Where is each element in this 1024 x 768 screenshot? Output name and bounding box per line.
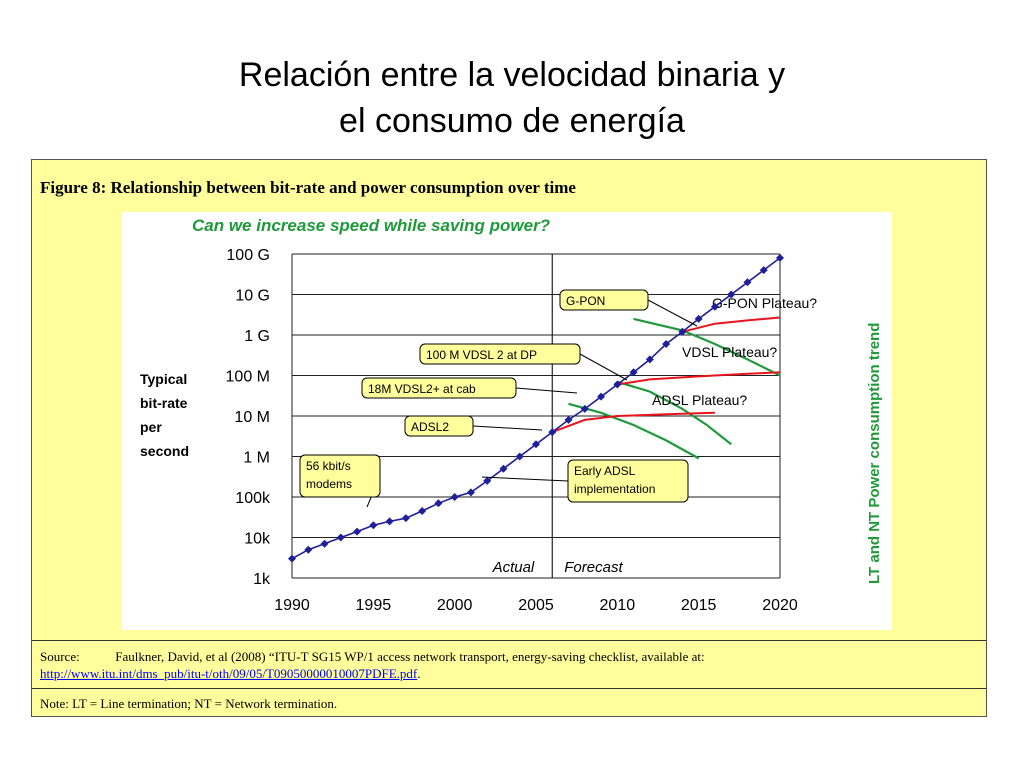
bitrate-point [418, 507, 427, 516]
source-divider [32, 640, 986, 641]
bitrate-point [401, 514, 410, 523]
source-citation: Source: Faulkner, David, et al (2008) “I… [40, 648, 970, 682]
slide-title: Relación entre la velocidad binaria y el… [0, 52, 1024, 144]
y-tick-label: 100k [235, 490, 271, 507]
bitrate-point [678, 327, 687, 336]
callout-label: 18M VDSL2+ at cab [368, 382, 476, 396]
source-label: Source: [40, 649, 80, 664]
bitrate-point [353, 527, 362, 536]
callout-label: modems [306, 477, 352, 491]
y-axis-label-line: bit-rate [140, 395, 188, 411]
source-end: . [417, 666, 421, 681]
bitrate-point [710, 302, 719, 311]
bitrate-point [613, 380, 622, 389]
x-tick-label: 2020 [762, 597, 798, 614]
x-tick-label: 2010 [600, 597, 636, 614]
plateau-label: VDSL Plateau? [682, 344, 777, 360]
chart-panel: Can we increase speed while saving power… [122, 212, 892, 630]
slide-title-line-2: el consumo de energía [339, 102, 685, 140]
power-curve [633, 317, 781, 377]
y-tick-label: 1 M [243, 450, 270, 467]
bitrate-point [759, 266, 768, 275]
power-trend-label: LT and NT Power consumption trend [866, 323, 883, 584]
bitrate-point [743, 278, 752, 287]
plateau-label: ADSL Plateau? [652, 392, 747, 408]
bitrate-point [515, 452, 524, 461]
callout-label: implementation [574, 482, 655, 496]
power-curve [568, 402, 700, 460]
bitrate-point [629, 368, 638, 377]
callout-label: 100 M VDSL 2 at DP [426, 348, 537, 362]
y-tick-label: 10 G [235, 288, 270, 305]
y-axis-label-line: per [140, 419, 162, 435]
plateau-curve [551, 411, 715, 434]
callout-box [559, 289, 649, 311]
bitrate-point [548, 428, 557, 437]
bitrate-point [727, 290, 736, 299]
figure-caption: Figure 8: Relationship between bit-rate … [40, 178, 576, 197]
source-link[interactable]: http://www.itu.int/dms_pub/itu-t/oth/09/… [40, 666, 418, 681]
callout-box [419, 343, 581, 365]
bitrate-point [499, 464, 508, 473]
plateau-curve [682, 316, 781, 333]
callout-leader [472, 425, 543, 431]
x-tick-label: 2000 [437, 597, 473, 614]
note-divider [32, 688, 986, 689]
bitrate-point [369, 521, 378, 530]
bitrate-point [645, 355, 654, 364]
callout-label: ADSL2 [411, 420, 449, 434]
power-curve [616, 380, 732, 446]
bitrate-point [466, 488, 475, 497]
callout-label: Early ADSL [574, 464, 636, 478]
callout-label: G-PON [566, 294, 605, 308]
bitrate-point [336, 533, 345, 542]
chart-title: Can we increase speed while saving power… [192, 216, 551, 235]
callout-leader [481, 476, 569, 482]
y-axis-label-line: second [140, 443, 189, 459]
bitrate-point [450, 493, 459, 501]
bitrate-point [385, 517, 394, 526]
bitrate-point [580, 404, 589, 413]
plateau-label: G-PON Plateau? [712, 295, 817, 311]
x-tick-label: 1995 [356, 597, 392, 614]
callout-label: 56 kbit/s [306, 459, 351, 473]
bitrate-point [288, 554, 296, 563]
y-axis-label-line: Typical [140, 371, 187, 387]
x-tick-label: 2015 [681, 597, 717, 614]
callout-leader [515, 387, 578, 394]
y-tick-label: 10 M [234, 409, 270, 426]
callout-box [361, 377, 517, 399]
y-tick-label: 1 G [244, 328, 270, 345]
region-label-forecast: Forecast [564, 559, 623, 576]
callout-leader [647, 299, 698, 327]
slide-title-line-1: Relación entre la velocidad binaria y [238, 56, 786, 94]
y-tick-label: 100 M [226, 369, 270, 386]
bitrate-point [320, 539, 329, 548]
y-tick-label: 1k [253, 571, 271, 588]
bitrate-point [483, 476, 492, 485]
bitrate-point [694, 314, 703, 323]
y-tick-label: 10k [244, 531, 271, 548]
bitrate-point [304, 545, 313, 554]
y-tick-label: 100 G [226, 247, 270, 264]
bitrate-point [532, 440, 540, 449]
bitrate-chart: Can we increase speed while saving power… [140, 216, 883, 614]
plateau-curve [617, 371, 781, 386]
bitrate-point [434, 499, 443, 508]
callout-box [567, 459, 689, 503]
callout-box [299, 454, 381, 498]
callout-leader [579, 353, 628, 381]
region-label-actual: Actual [492, 559, 535, 576]
figure-box: Figure 8: Relationship between bit-rate … [31, 159, 987, 717]
bitrate-trend-line [291, 257, 781, 560]
callout-box [404, 415, 474, 437]
bitrate-point [564, 415, 573, 424]
x-tick-label: 2005 [518, 597, 554, 614]
bitrate-point [662, 339, 671, 348]
source-text: Faulkner, David, et al (2008) “ITU-T SG1… [115, 649, 705, 664]
x-tick-label: 1990 [274, 597, 310, 614]
figure-note: Note: LT = Line termination; NT = Networ… [40, 696, 338, 711]
bitrate-point [597, 392, 606, 401]
